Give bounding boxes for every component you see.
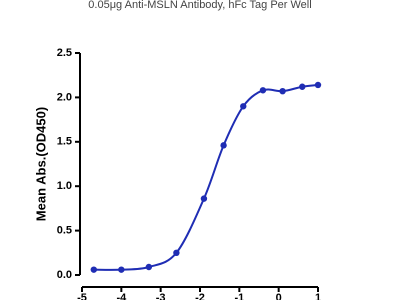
data-point [240, 103, 247, 110]
data-point [90, 266, 98, 273]
y-axis-label: Mean Abs.(OD450) [33, 107, 48, 221]
data-point [279, 87, 286, 95]
data-point [200, 195, 208, 202]
data-point [314, 81, 322, 89]
y-tick-label: 0.5 [57, 225, 72, 237]
x-tick-label: -2 [195, 292, 205, 300]
data-point [145, 263, 153, 271]
y-tick-label: 2.0 [57, 91, 72, 103]
y-tick-label: 0.0 [57, 269, 72, 281]
x-tick-label: -4 [116, 292, 127, 300]
y-tick-label: 1.0 [57, 180, 72, 192]
x-tick-label: 1 [315, 292, 321, 300]
y-tick-label: 1.5 [57, 136, 72, 148]
x-tick-label: -5 [77, 292, 87, 300]
x-tick-label: -3 [156, 292, 166, 300]
x-tick-label: 0 [276, 292, 282, 300]
data-point [259, 87, 267, 94]
data-point [299, 83, 306, 90]
x-tick-label: -1 [234, 292, 244, 300]
series-line [93, 83, 319, 271]
chart-title: 0.05μg Anti-MSLN Antibody, hFc Tag Per W… [88, 0, 311, 11]
y-tick-label: 2.5 [57, 47, 72, 59]
data-point [220, 142, 227, 149]
data-point [118, 266, 125, 273]
data-point [173, 249, 180, 256]
